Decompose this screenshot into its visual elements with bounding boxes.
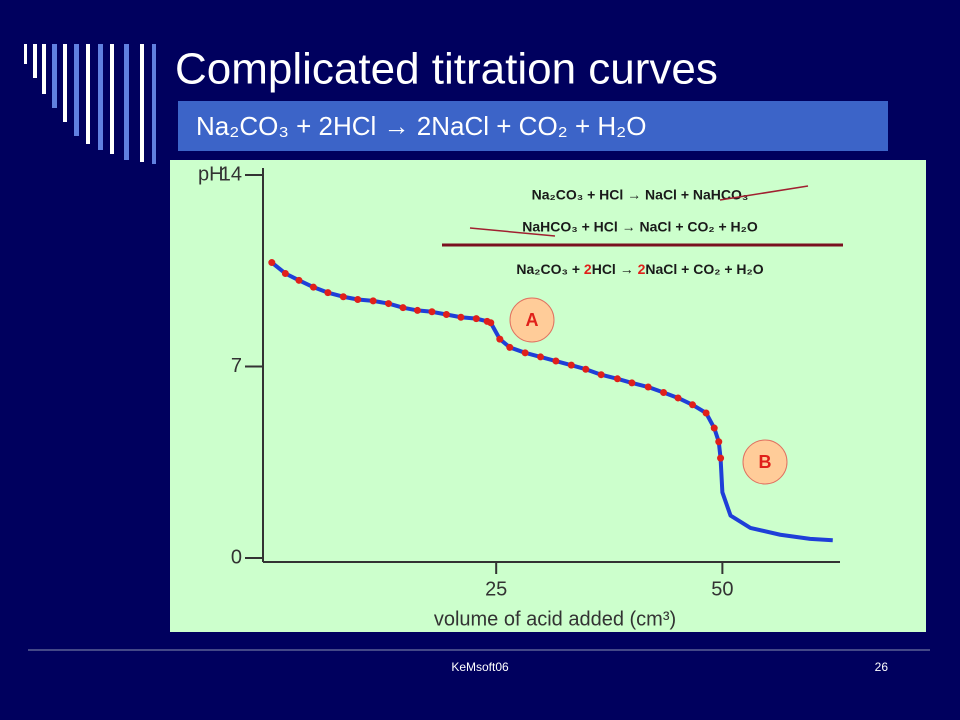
data-point: [689, 401, 697, 409]
overall-reaction: Na₂CO₃ + 2HCl → 2NaCl + CO₂ + H₂O: [516, 261, 763, 277]
data-point: [268, 259, 276, 267]
strike: [469, 227, 556, 237]
y-tick-label: 7: [231, 355, 242, 377]
data-point: [295, 276, 303, 284]
data-point: [582, 365, 590, 373]
equation: Na₂CO₃ + 2HCl → 2NaCl + CO₂ + H₂O: [196, 111, 646, 141]
data-point: [385, 300, 393, 308]
annotation-circle: [742, 439, 788, 485]
data-point: [674, 394, 682, 402]
decoration: [24, 44, 156, 164]
x-tick-label: 25: [485, 578, 507, 600]
x-tick-label: 50: [711, 578, 733, 600]
chart-panel: [170, 160, 926, 632]
footer: KeMsoft06: [451, 660, 509, 674]
reaction-part: 2: [584, 261, 592, 277]
data-point: [644, 383, 652, 391]
data-point: [324, 289, 332, 297]
annotation: B: [759, 452, 772, 472]
reaction-part: Na₂CO₃ +: [516, 261, 584, 277]
y-tick-label: 14: [220, 163, 242, 185]
data-point: [428, 308, 436, 316]
data-point: [537, 353, 545, 361]
y-tick-label: 0: [231, 546, 242, 568]
data-point: [717, 454, 725, 462]
data-point: [442, 311, 450, 319]
data-point: [339, 293, 347, 301]
data-point: [369, 297, 377, 305]
data-point: [457, 313, 465, 321]
reaction-part: 2: [638, 261, 646, 277]
reaction: Na₂CO₃ + HCl → NaCl + NaHCO₃: [532, 187, 749, 203]
data-point: [597, 371, 605, 379]
data-point: [552, 357, 560, 365]
data-point: [281, 269, 289, 277]
data-point: [613, 375, 621, 383]
reaction: NaHCO₃ + HCl → NaCl + CO₂ + H₂O: [522, 219, 758, 235]
data-point: [472, 315, 480, 323]
y-axis-label: pH: [198, 163, 224, 185]
data-point: [710, 424, 718, 432]
slide-title: Complicated titration curves: [175, 45, 718, 94]
annotation: A: [526, 310, 539, 330]
data-point: [702, 409, 710, 417]
data-point: [487, 319, 495, 327]
data-point: [715, 438, 723, 446]
equation-box: [178, 101, 888, 151]
data-point: [628, 379, 636, 387]
reaction-part: NaCl + CO₂ + H₂O: [645, 261, 763, 277]
data-point: [399, 304, 407, 312]
data-point: [309, 283, 317, 291]
data-point: [660, 388, 668, 396]
data-point: [354, 295, 362, 303]
data-point: [413, 306, 421, 314]
x-axis-label: volume of acid added (cm³): [434, 608, 676, 630]
annotation-circle: [509, 297, 555, 343]
data-point: [496, 335, 504, 343]
data-point: [506, 343, 514, 351]
reaction-part: HCl →: [592, 261, 638, 277]
data-point: [567, 361, 575, 369]
page-number: 26: [875, 660, 889, 674]
strike: [719, 185, 809, 201]
data-point: [521, 349, 529, 357]
